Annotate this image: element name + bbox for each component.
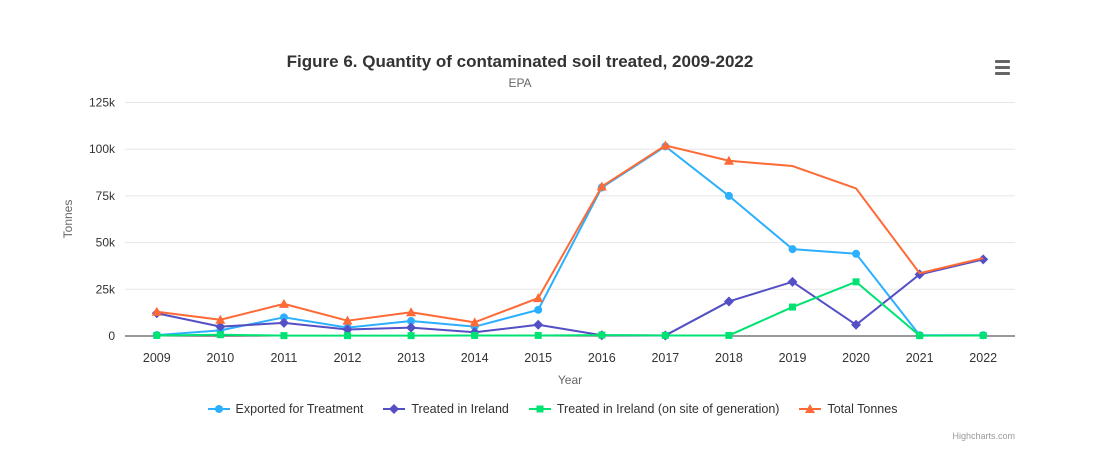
diamond-marker-icon[interactable] [389,404,400,414]
x-tick-label: 2018 [715,351,743,365]
chart-title: Figure 6. Quantity of contaminated soil … [286,52,754,71]
x-axis-title: Year [558,373,582,387]
series-line [156,280,984,337]
square-legend-marker-icon [528,405,551,413]
data-point[interactable] [215,314,226,324]
legend-item[interactable]: Treated in Ireland (on site of generatio… [528,402,780,416]
data-point[interactable] [852,278,860,286]
data-point[interactable] [342,315,353,325]
x-tick-label: 2017 [651,351,679,365]
x-tick-label: 2013 [397,351,425,365]
x-tick-label: 2012 [334,351,362,365]
triangle-marker-icon[interactable] [805,404,816,413]
data-point[interactable] [533,293,544,303]
data-point[interactable] [342,324,353,335]
data-point[interactable] [151,306,162,316]
data-point[interactable] [533,319,544,330]
series-line [156,258,984,337]
legend-item[interactable]: Treated in Ireland [383,402,509,416]
data-point[interactable] [534,331,542,339]
data-point[interactable] [278,317,289,328]
x-tick-label: 2014 [461,351,489,365]
x-tick-label: 2021 [906,351,934,365]
y-tick-label: 50k [96,236,116,250]
data-point[interactable] [407,332,415,340]
data-point[interactable] [725,331,733,339]
data-point[interactable] [851,319,862,330]
square-marker-icon[interactable] [536,405,544,413]
y-axis-title: Tonnes [61,200,75,239]
chart-subtitle: EPA [508,76,532,90]
legend-item[interactable]: Total Tonnes [799,402,897,416]
legend-item[interactable]: Exported for Treatment [207,402,364,416]
data-point[interactable] [596,181,607,191]
y-tick-label: 125k [89,96,116,110]
data-point[interactable] [471,331,479,339]
legend: Exported for Treatment Treated in Ireland… [0,402,1105,416]
x-tick-label: 2020 [842,351,870,365]
circle-legend-marker-icon [207,405,230,413]
x-tick-label: 2022 [969,351,997,365]
data-point[interactable] [407,317,416,326]
legend-item-label: Exported for Treatment [235,402,364,416]
x-tick-label: 2015 [524,351,552,365]
data-point[interactable] [979,331,987,339]
data-point[interactable] [216,331,224,339]
data-point[interactable] [278,298,289,308]
data-point[interactable] [724,191,733,200]
x-tick-label: 2009 [143,351,171,365]
legend-item-label: Treated in Ireland [411,402,509,416]
data-point[interactable] [978,254,989,265]
legend-item-label: Total Tonnes [827,402,898,416]
y-tick-label: 75k [96,189,116,203]
data-point[interactable] [280,332,288,340]
y-tick-label: 25k [96,282,116,296]
data-point[interactable] [406,307,417,317]
data-point[interactable] [916,332,924,340]
legend-item-label: Treated in Ireland (on site of generatio… [556,402,780,416]
y-tick-label: 0 [108,329,115,343]
diamond-legend-marker-icon [383,404,406,414]
data-point[interactable] [406,322,417,333]
data-point[interactable] [344,332,351,340]
data-point[interactable] [723,155,734,165]
chart-context-menu-button[interactable] [990,55,1018,79]
x-tick-label: 2010 [206,351,234,365]
y-tick-label: 100k [89,142,116,156]
data-point[interactable] [788,245,797,254]
x-tick-label: 2019 [779,351,807,365]
data-point[interactable] [852,249,861,258]
data-point[interactable] [789,303,796,311]
x-tick-label: 2016 [588,351,616,365]
data-point[interactable] [534,305,543,314]
data-point[interactable] [598,331,606,339]
data-point[interactable] [660,140,671,150]
circle-marker-icon[interactable] [214,405,223,413]
series-line [156,144,984,324]
triangle-legend-marker-icon [799,404,822,413]
data-point[interactable] [469,317,480,327]
data-point[interactable] [723,296,734,307]
data-point[interactable] [279,313,288,322]
data-point[interactable] [215,321,226,332]
data-point[interactable] [153,331,161,339]
hamburger-icon [995,59,1010,63]
highcharts-credit[interactable]: Highcharts.com [952,431,1015,441]
data-point[interactable] [787,276,798,287]
data-point[interactable] [661,331,669,339]
x-tick-label: 2011 [270,351,297,365]
series-line [156,145,984,337]
